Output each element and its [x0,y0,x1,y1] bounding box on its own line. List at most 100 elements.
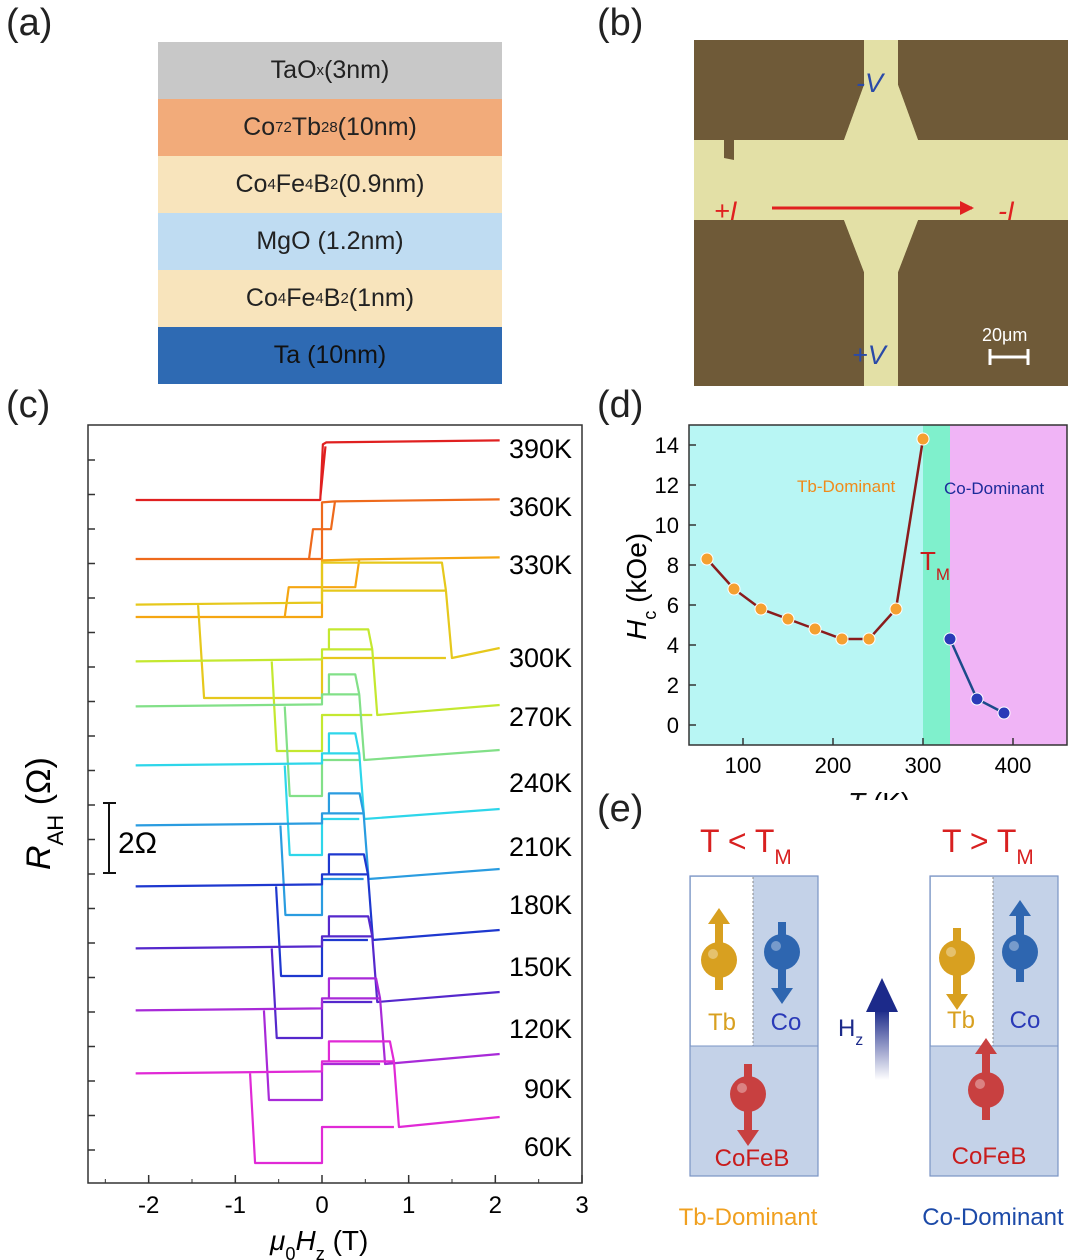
loop-390K [135,439,500,502]
plot-frame [87,424,583,1184]
layer-stack: TaO x (3nm) Co 72 Tb 28 (10nm) Co 4 Fe 4 B 2 (0.9nm… [158,42,502,384]
y-tick-label-d: 14 [655,433,679,458]
annotation-co: Co-Dominant [944,479,1044,498]
panel-label-d: (d) [597,384,644,426]
hz-arrow-head [866,978,898,1012]
y-axis-label: RAH (Ω) [20,757,68,870]
data-point [862,632,876,646]
loop-90K [135,977,500,1102]
cofeb-spin-right [968,1038,1004,1120]
loop-label-90K: 90K [524,1074,572,1104]
loop-360K [135,498,500,561]
panel-label-c: (c) [6,384,51,426]
layer-5: Ta (10nm) [158,327,502,384]
y-tick-label-d: 12 [655,473,679,498]
tb-spin-left [701,908,737,990]
annotation-tb: Tb-Dominant [797,477,896,496]
minus-v-label: -V [856,68,886,98]
x-axis-label: μ0Hz (T) [269,1225,368,1260]
hz-arrow-shaft [875,1010,889,1080]
data-point [889,602,903,616]
x-tick-label: -2 [138,1192,159,1219]
data-point [781,612,795,626]
loop-label-300K: 300K [509,643,572,673]
data-point [997,706,1011,720]
y-tick-label-d: 4 [667,633,679,658]
loop-label-150K: 150K [509,952,572,982]
loop-210K [135,732,500,857]
loop-label-120K: 120K [509,1014,572,1044]
scale-bar-label: 2Ω [118,827,157,860]
co-label-right: Co [1010,1007,1041,1034]
loop-60K [135,1040,500,1165]
loop-label-210K: 210K [509,832,572,862]
x-tick-label: 2 [489,1192,502,1219]
loop-240K [135,673,500,798]
right-title: T > TM [942,823,1034,869]
data-point [754,602,768,616]
loop-label-360K: 360K [509,492,572,522]
y-tick-label-d: 6 [667,593,679,618]
y-tick-label-d: 10 [655,513,679,538]
loop-label-180K: 180K [509,890,572,920]
x-tick-label: 1 [402,1192,415,1219]
y-tick-label-d: 0 [667,713,679,738]
loop-label-270K: 270K [509,702,572,732]
data-point [943,632,957,646]
data-point [700,552,714,566]
y-tick-label-d: 2 [667,673,679,698]
caption-right: Co-Dominant [922,1204,1064,1231]
x-tick-label: 3 [575,1192,588,1219]
layer-4: Co 4 Fe 4 B 2 (1nm) [158,270,502,327]
loop-label-60K: 60K [524,1132,572,1162]
data-point [835,632,849,646]
panel-label-b: (b) [597,2,644,44]
x-tick-label-d: 400 [995,753,1032,778]
panel-label-e: (e) [597,788,644,830]
annotation-tm: TM [920,546,950,584]
hall-loops-chart: -2 -1 0 1 2 3 2Ω RAH (Ω) μ0Hz (T) 390K 360K 330K 300… [20,424,589,1260]
x-tick-label: 0 [315,1192,328,1219]
layer-2: Co 4 Fe 4 B 2 (0.9nm) [158,156,502,213]
x-axis-label-d: T (K) [848,787,910,800]
data-point [970,692,984,706]
caption-left: Tb-Dominant [679,1204,818,1231]
data-point [727,582,741,596]
cofeb-spin-left [730,1064,766,1146]
x-tick-label-d: 100 [725,753,762,778]
tb-label-right: Tb [947,1007,975,1034]
plus-v-label: +V [852,340,889,370]
plus-i-label: +I [714,196,738,226]
region-2 [950,425,1067,745]
minus-i-label: -I [998,196,1015,226]
tb-spin-right [939,928,975,1010]
hz-label: Hz [838,1015,863,1049]
panel-label-a: (a) [6,2,53,44]
loop-label-240K: 240K [509,768,572,798]
co-label-left: Co [771,1009,802,1036]
layer-1: Co 72 Tb 28 (10nm) [158,99,502,156]
y-tick-label-d: 8 [667,553,679,578]
co-spin-left [764,922,800,1004]
loop-label-330K: 330K [509,550,572,580]
left-title: T < TM [700,823,792,869]
cofeb-label-left: CoFeB [715,1145,790,1172]
y-axis-label-d: Hc (kOe) [621,533,660,640]
region-1 [923,425,950,745]
x-tick-label-d: 300 [905,753,942,778]
data-point [808,622,822,636]
coercivity-chart: 100 200 300 400 0 2 4 6 8 10 12 14 Tb-Dominant Co-Dom… [621,424,1068,800]
layer-0: TaO x (3nm) [158,42,502,99]
layer-3: MgO (1.2nm) [158,213,502,270]
region-0 [689,425,923,745]
scale-label: 20μm [982,325,1027,345]
tb-label-left: Tb [708,1009,736,1036]
plot-frame-d [688,424,1068,746]
x-tick-label: -1 [225,1192,246,1219]
device-micrograph: -V +V +I -I 20μm [694,40,1068,386]
x-tick-label-d: 200 [815,753,852,778]
cofeb-label-right: CoFeB [952,1143,1027,1170]
co-spin-right [1002,900,1038,982]
loop-label-390K: 390K [509,434,572,464]
